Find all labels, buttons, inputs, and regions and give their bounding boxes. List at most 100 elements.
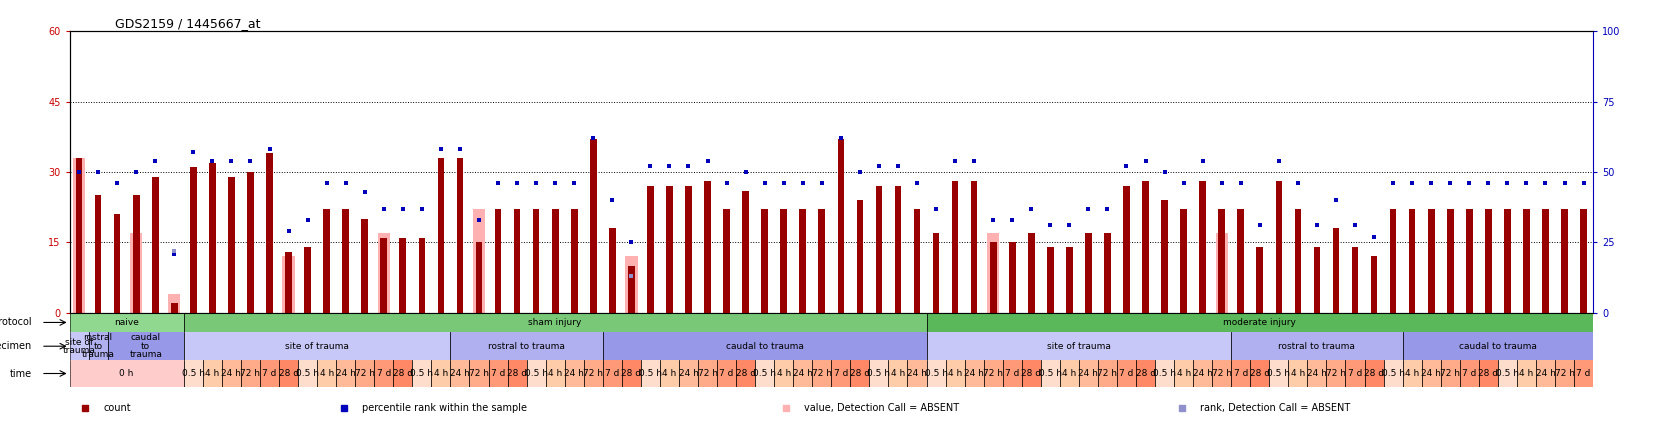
Text: rostral
to
trauma: rostral to trauma	[81, 333, 114, 359]
Text: 0 h: 0 h	[119, 369, 134, 378]
Text: site of
trauma: site of trauma	[63, 337, 96, 355]
Text: 72 h: 72 h	[354, 369, 374, 378]
Bar	[1097, 360, 1117, 387]
Bar	[1256, 247, 1263, 313]
Text: 24 h: 24 h	[1534, 369, 1554, 378]
Text: 72 h: 72 h	[240, 369, 260, 378]
Bar	[1039, 360, 1059, 387]
Bar	[1142, 181, 1149, 313]
Bar	[298, 360, 316, 387]
Bar	[108, 332, 184, 360]
Text: 4 h: 4 h	[662, 369, 677, 378]
Bar	[1236, 210, 1243, 313]
Bar	[343, 210, 349, 313]
Bar	[1427, 210, 1433, 313]
Bar	[1104, 233, 1111, 313]
Text: 24 h: 24 h	[336, 369, 356, 378]
Bar	[1446, 210, 1453, 313]
Bar	[741, 191, 748, 313]
Bar	[602, 332, 927, 360]
Bar	[470, 360, 488, 387]
Bar	[851, 360, 869, 387]
Text: 72 h: 72 h	[1097, 369, 1117, 378]
Text: 0.5 h: 0.5 h	[1494, 369, 1518, 378]
Bar	[1274, 181, 1281, 313]
Text: 0.5 h: 0.5 h	[182, 369, 205, 378]
Bar	[533, 210, 540, 313]
Text: 7 d: 7 d	[1233, 369, 1248, 378]
Text: 7 d: 7 d	[832, 369, 847, 378]
Text: GDS2159 / 1445667_at: GDS2159 / 1445667_at	[116, 17, 260, 30]
Bar	[283, 257, 295, 313]
Text: 28 d: 28 d	[849, 369, 869, 378]
Bar	[818, 210, 824, 313]
Text: 0.5 h: 0.5 h	[639, 369, 662, 378]
Text: 72 h: 72 h	[697, 369, 717, 378]
Bar	[457, 158, 463, 313]
Bar	[450, 332, 602, 360]
Bar	[184, 313, 927, 332]
Bar	[1066, 247, 1072, 313]
Bar	[583, 360, 602, 387]
Bar	[1523, 210, 1529, 313]
Bar	[1536, 360, 1554, 387]
Bar	[1079, 360, 1097, 387]
Text: 28 d: 28 d	[1135, 369, 1155, 378]
Bar	[723, 210, 730, 313]
Bar	[1135, 360, 1155, 387]
Text: 4 h: 4 h	[319, 369, 334, 378]
Bar	[152, 177, 159, 313]
Bar	[927, 313, 1592, 332]
Text: rostral to trauma: rostral to trauma	[1278, 342, 1354, 351]
Bar	[1554, 360, 1574, 387]
Bar	[1084, 233, 1091, 313]
Bar	[1155, 360, 1173, 387]
Text: 7 d: 7 d	[376, 369, 391, 378]
Bar	[894, 186, 900, 313]
Text: percentile rank within the sample: percentile rank within the sample	[362, 404, 526, 413]
Bar	[495, 210, 501, 313]
Bar	[169, 294, 180, 313]
Bar	[1021, 360, 1039, 387]
Text: 72 h: 72 h	[983, 369, 1003, 378]
Bar	[473, 210, 485, 313]
Bar	[88, 332, 108, 360]
Bar	[381, 238, 387, 313]
Bar	[1312, 247, 1319, 313]
Text: protocol: protocol	[0, 317, 31, 327]
Text: 4 h: 4 h	[1061, 369, 1076, 378]
Bar	[76, 158, 83, 313]
Text: 24 h: 24 h	[963, 369, 983, 378]
Bar	[869, 360, 887, 387]
Text: 4 h: 4 h	[890, 369, 905, 378]
Bar	[1516, 360, 1536, 387]
Text: 4 h: 4 h	[205, 369, 220, 378]
Text: 4 h: 4 h	[548, 369, 563, 378]
Bar	[1198, 181, 1205, 313]
Text: 0.5 h: 0.5 h	[923, 369, 947, 378]
Bar	[1250, 360, 1269, 387]
Bar	[70, 360, 184, 387]
Text: 7 d: 7 d	[1119, 369, 1134, 378]
Text: time: time	[10, 369, 31, 378]
Bar	[1332, 228, 1339, 313]
Bar	[571, 210, 578, 313]
Text: 0.5 h: 0.5 h	[410, 369, 434, 378]
Bar	[184, 332, 450, 360]
Bar	[679, 360, 697, 387]
Bar	[526, 360, 546, 387]
Bar	[305, 247, 311, 313]
Text: site of trauma: site of trauma	[1046, 342, 1111, 351]
Bar	[1028, 233, 1034, 313]
Bar	[209, 163, 215, 313]
Bar	[963, 360, 983, 387]
Bar	[285, 252, 291, 313]
Text: 72 h: 72 h	[811, 369, 831, 378]
Bar	[336, 360, 354, 387]
Bar	[377, 233, 389, 313]
Bar	[266, 153, 273, 313]
Bar	[1498, 360, 1516, 387]
Bar	[983, 360, 1001, 387]
Bar	[1485, 210, 1491, 313]
Text: 72 h: 72 h	[1554, 369, 1574, 378]
